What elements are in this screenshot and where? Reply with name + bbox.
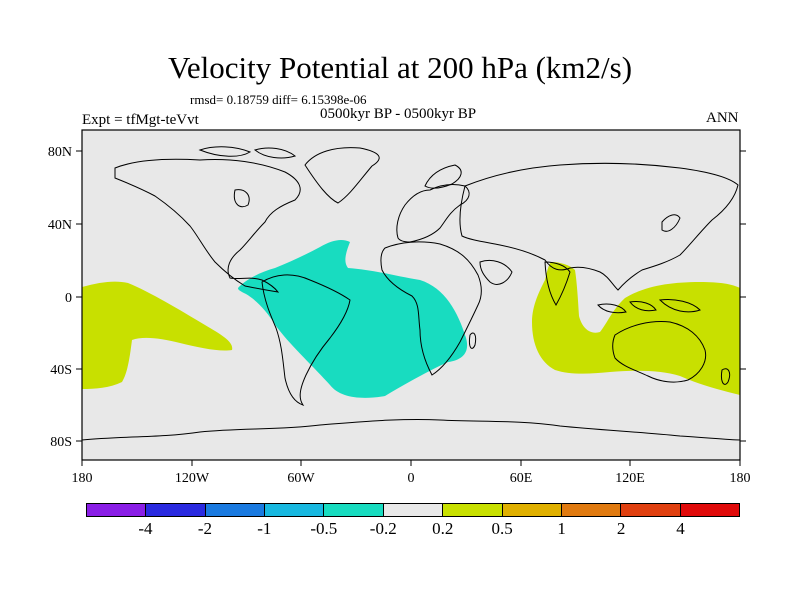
colorbar-box: [502, 504, 562, 516]
chart-title: Velocity Potential at 200 hPa (km2/s): [167, 50, 633, 85]
colorbar-label: 4: [676, 519, 685, 538]
longitude-axis: 180 120W 60W 0 60E 120E 180: [72, 460, 751, 486]
period-label: 0500kyr BP - 0500kyr BP: [320, 106, 477, 122]
colorbar: [86, 503, 740, 517]
experiment-label: Expt = tfMgt-teVvt: [82, 112, 199, 128]
lat-label-40s: 40S: [50, 363, 72, 378]
lon-label-120e: 120E: [615, 471, 645, 486]
colorbar-box: [383, 504, 444, 516]
colorbar-box: [443, 504, 503, 516]
colorbar-box: [146, 504, 206, 516]
colorbar-box: [561, 504, 622, 516]
colorbar-label: 0.5: [491, 519, 513, 538]
positive-anomaly-regions: [82, 262, 740, 395]
latitude-axis: 80N 40N 0 40S 80S: [48, 145, 746, 450]
positive-region-indian-pacific: [532, 262, 740, 395]
colorbar-label: -4: [138, 519, 153, 538]
colorbar-box: [265, 504, 325, 516]
colorbar-box: [87, 504, 147, 516]
lon-label-60e: 60E: [510, 471, 533, 486]
colorbar-label: 2: [616, 519, 626, 538]
lon-label-0: 0: [408, 471, 415, 486]
colorbar-label: 1: [557, 519, 566, 538]
colorbar-label: -0.5: [310, 519, 338, 538]
colorbar-label: 0.2: [432, 519, 454, 538]
lon-label-120w: 120W: [175, 471, 210, 486]
lon-label-60w: 60W: [287, 471, 315, 486]
lon-label-180e: 180: [730, 471, 751, 486]
coastlines: [81, 146, 741, 441]
season-label: ANN: [706, 110, 739, 126]
colorbar-box: [621, 504, 681, 516]
positive-region-west-pacific: [82, 281, 233, 389]
colorbar-label: -0.2: [369, 519, 397, 538]
colorbar-box: [324, 504, 384, 516]
colorbar-label: -2: [197, 519, 212, 538]
negative-anomaly-region: [238, 239, 468, 398]
colorbar-box: [205, 504, 266, 516]
lat-label-80s: 80S: [50, 435, 72, 450]
lat-label-0: 0: [65, 291, 72, 306]
colorbar-box: [680, 504, 739, 516]
lat-label-40n: 40N: [48, 218, 72, 233]
stats-text: rmsd= 0.18759 diff= 6.15398e-06: [190, 92, 367, 107]
lat-label-80n: 80N: [48, 145, 72, 160]
lon-label-180w: 180: [72, 471, 93, 486]
colorbar-label: -1: [257, 519, 272, 538]
